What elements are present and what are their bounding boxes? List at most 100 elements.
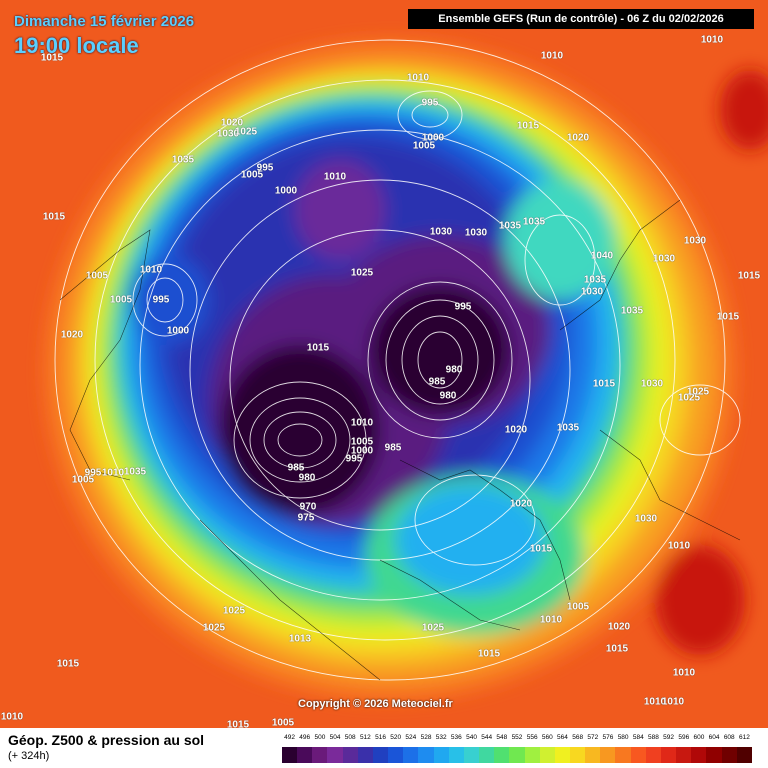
scale-value: 556 xyxy=(526,734,538,741)
scale-value: 612 xyxy=(738,734,750,741)
scale-value: 496 xyxy=(299,734,311,741)
isobar-pressure-label: 1015 xyxy=(529,543,553,555)
isobar-pressure-label: 970 xyxy=(299,501,317,513)
isobar-pressure-label: 1035 xyxy=(123,466,147,478)
isobar-pressure-label: 995 xyxy=(84,467,102,479)
isobar-pressure-label: 1010 xyxy=(0,711,24,723)
isobar-pressure-label: 980 xyxy=(439,390,457,402)
isobar-pressure-label: 1015 xyxy=(605,643,629,655)
scale-swatch xyxy=(312,747,328,763)
isobar-pressure-label: 985 xyxy=(287,462,305,474)
isobar-pressure-label: 1010 xyxy=(323,171,347,183)
isobar-pressure-label: 1030 xyxy=(216,128,240,140)
color-scale-labels: 492 496 500 504 508 512 516 520 524 528 532 536 540 5… xyxy=(282,734,752,744)
scale-swatch xyxy=(327,747,343,763)
scale-swatch xyxy=(706,747,722,763)
scale-value: 520 xyxy=(390,734,402,741)
isobar-pressure-label: 1030 xyxy=(634,513,658,525)
forecast-date: Dimanche 15 février 2026 xyxy=(14,13,195,30)
isobar-pressure-label: 1005 xyxy=(350,436,374,448)
isobar-pressure-label: 1025 xyxy=(686,386,710,398)
map-title: Géop. Z500 & pression au sol xyxy=(8,732,205,748)
scale-swatch xyxy=(539,747,555,763)
scale-value: 592 xyxy=(663,734,675,741)
isobar-pressure-label: 1010 xyxy=(700,34,724,46)
copyright-text: Copyright © 2026 Meteociel.fr xyxy=(298,698,453,710)
isobar-pressure-label: 995 xyxy=(152,294,170,306)
scale-swatch xyxy=(494,747,510,763)
isobar-pressure-label: 1000 xyxy=(166,325,190,337)
isobar-pressure-label: 980 xyxy=(445,364,463,376)
scale-value: 572 xyxy=(587,734,599,741)
scale-swatch xyxy=(721,747,737,763)
isobar-pressure-label: 1015 xyxy=(56,658,80,670)
color-scale-legend: 492 496 500 504 508 512 516 520 524 528 532 536 540 5… xyxy=(282,734,752,764)
scale-swatch xyxy=(676,747,692,763)
isobar-pressure-label: 995 xyxy=(454,301,472,313)
isobar-pressure-label: 1015 xyxy=(306,342,330,354)
isobar-pressure-label: 1010 xyxy=(672,667,696,679)
isobar-pressure-label: 1005 xyxy=(240,169,264,181)
scale-swatch xyxy=(282,747,298,763)
scale-swatch xyxy=(418,747,434,763)
isobar-pressure-label: 1015 xyxy=(42,211,66,223)
isobar-pressure-label: 1030 xyxy=(683,235,707,247)
isobar-pressure-label: 1025 xyxy=(234,126,258,138)
isobar-pressure-label: 1020 xyxy=(566,132,590,144)
isobar-pressure-label: 1010 xyxy=(539,614,563,626)
isobar-pressure-label: 1005 xyxy=(271,717,295,729)
forecast-time: 19:00 locale xyxy=(14,33,139,58)
isobar-pressure-label: 1010 xyxy=(101,467,125,479)
isobar-pressure-label: 1000 xyxy=(350,445,374,457)
isobar-pressure-label: 1020 xyxy=(60,329,84,341)
isobar-pressure-label: 1015 xyxy=(737,270,761,282)
isobar-pressure-label: 1030 xyxy=(652,253,676,265)
isobar-pressure-label: 1030 xyxy=(464,227,488,239)
scale-value: 548 xyxy=(496,734,508,741)
isobar-pressure-label: 980 xyxy=(298,472,316,484)
scale-value: 504 xyxy=(329,734,341,741)
isobar-pressure-label: 1020 xyxy=(607,621,631,633)
scale-value: 500 xyxy=(314,734,326,741)
scale-value: 596 xyxy=(678,734,690,741)
scale-swatch xyxy=(585,747,601,763)
scale-value: 532 xyxy=(435,734,447,741)
isobar-pressure-label: 985 xyxy=(428,376,446,388)
scale-swatch xyxy=(403,747,419,763)
scale-value: 608 xyxy=(723,734,735,741)
scale-swatch xyxy=(736,747,752,763)
isobar-pressure-label: 1035 xyxy=(556,422,580,434)
scale-value: 580 xyxy=(617,734,629,741)
isobar-pressure-label: 1013 xyxy=(288,633,312,645)
scale-swatch xyxy=(448,747,464,763)
scale-swatch xyxy=(524,747,540,763)
isobar-pressure-label: 1010 xyxy=(350,417,374,429)
isobar-pressure-label: 1000 xyxy=(421,132,445,144)
isobar-lines xyxy=(54,39,741,681)
scale-value: 492 xyxy=(284,734,296,741)
scale-value: 516 xyxy=(375,734,386,741)
forecast-hour: (+ 324h) xyxy=(8,750,50,762)
scale-value: 564 xyxy=(557,734,568,741)
isobar-pressure-label: 1015 xyxy=(516,120,540,132)
isobar-pressure-label: 985 xyxy=(384,442,402,454)
isobar-pressure-label: 1025 xyxy=(202,622,226,634)
isobar-pressure-label: 1040 xyxy=(590,250,614,262)
isobar-pressure-label: 1020 xyxy=(509,498,533,510)
coastlines xyxy=(59,199,741,681)
scale-value: 604 xyxy=(708,734,720,741)
scale-swatch xyxy=(479,747,495,763)
isobar-pressure-label: 1015 xyxy=(226,719,250,729)
isobar-pressure-label: 1035 xyxy=(171,154,195,166)
isobar-pressure-label: 1010 xyxy=(540,50,564,62)
model-run-label: Ensemble GEFS (Run de contrôle) - 06 Z d… xyxy=(408,9,754,29)
isobar-pressure-label: 1010 xyxy=(661,696,685,708)
isobar-pressure-label: 1035 xyxy=(620,305,644,317)
scale-swatch xyxy=(660,747,677,763)
scale-value: 508 xyxy=(344,734,356,741)
isobar-pressure-label: 1005 xyxy=(412,140,436,152)
scale-value: 584 xyxy=(632,734,644,741)
isobar-pressure-label: 1015 xyxy=(477,648,501,660)
isobar-pressure-label: 1020 xyxy=(220,117,244,129)
scale-swatch xyxy=(342,747,358,763)
